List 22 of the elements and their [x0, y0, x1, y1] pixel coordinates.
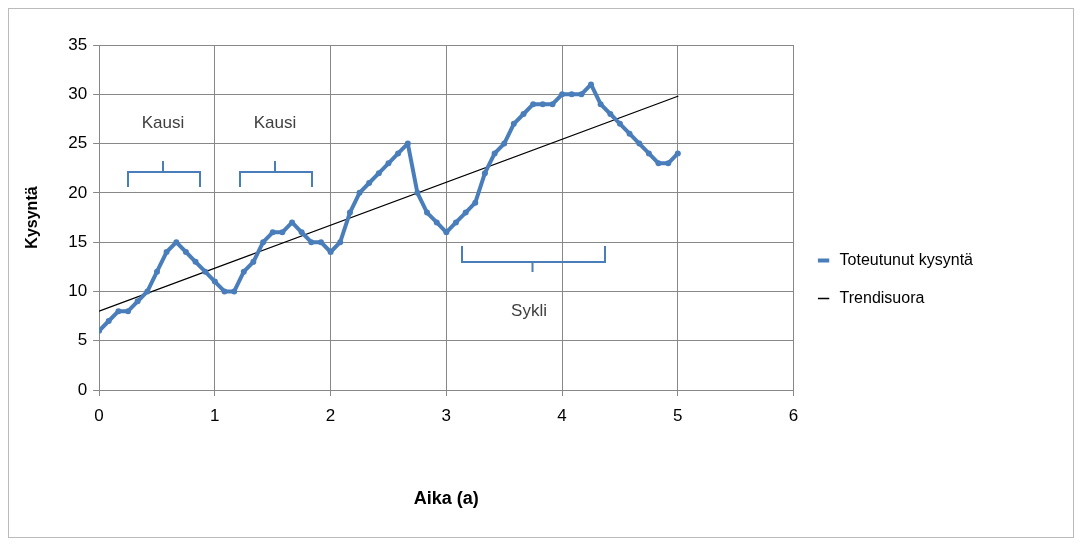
y-tick-label: 10 — [68, 281, 88, 301]
x-tick-label: 6 — [788, 405, 799, 425]
y-tick-label: 15 — [68, 231, 88, 251]
x-tick-label: 1 — [210, 405, 220, 425]
y-tick-label: 0 — [77, 379, 88, 399]
annotation: Sykli — [511, 301, 547, 321]
legend-label: Trendisuora — [839, 288, 925, 306]
legend-label: Toteutunut kysyntä — [839, 250, 974, 268]
x-tick-label: 3 — [441, 405, 452, 425]
x-tick-label: 4 — [557, 405, 567, 425]
y-tick-label: 30 — [68, 83, 88, 103]
y-tick-label: 35 — [68, 34, 88, 54]
x-tick-label: 2 — [325, 405, 336, 425]
y-axis-title: Kysyntä — [23, 186, 41, 249]
annotation: Kausi — [141, 113, 185, 133]
y-tick-label: 5 — [77, 330, 88, 350]
y-tick-label: 20 — [68, 182, 88, 202]
x-axis-title: Aika (a) — [413, 488, 479, 509]
x-tick-label: 5 — [673, 405, 683, 425]
annotation: Kausi — [253, 113, 297, 133]
x-tick-label: 0 — [94, 405, 104, 425]
y-tick-label: 25 — [68, 133, 88, 153]
